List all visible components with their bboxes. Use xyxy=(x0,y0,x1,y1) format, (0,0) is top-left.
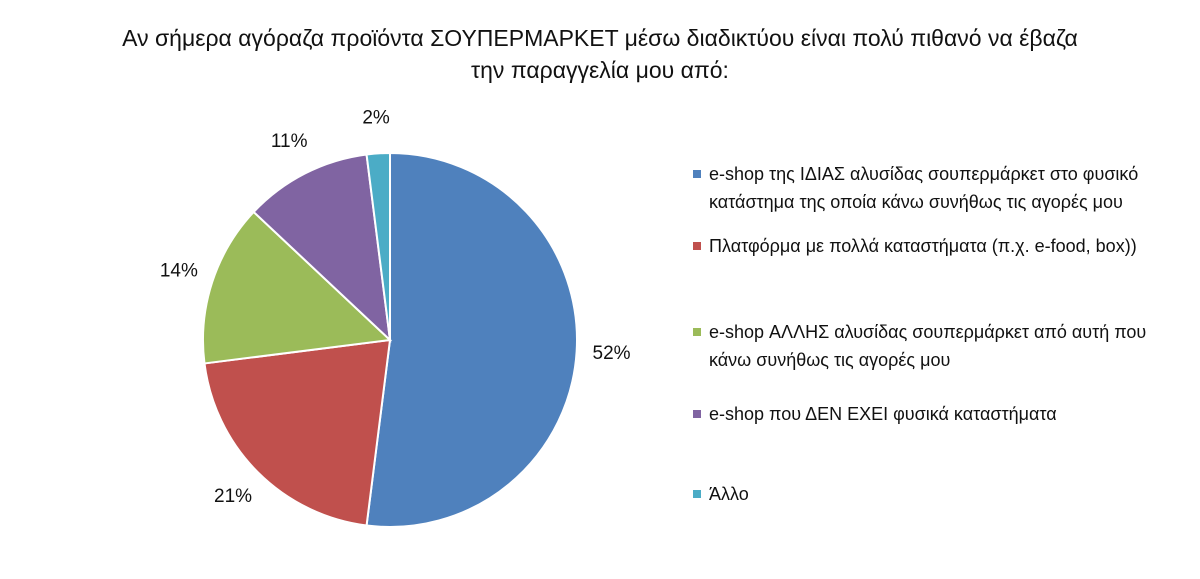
legend-swatch xyxy=(693,170,701,178)
pie-slice xyxy=(202,210,393,365)
pie-slice xyxy=(365,151,579,528)
pie-slice xyxy=(365,151,391,341)
data-label: 2% xyxy=(362,107,390,128)
legend-label: Πλατφόρμα με πολλά καταστήματα (π.χ. e-f… xyxy=(709,236,1137,256)
legend-swatch xyxy=(693,490,701,498)
legend-item: e-shop που ΔΕΝ ΕΧΕΙ φυσικά καταστήματα xyxy=(693,400,1183,428)
pie-slice xyxy=(252,153,392,343)
legend-item: e-shop ΑΛΛΗΣ αλυσίδας σουπερμάρκετ από α… xyxy=(693,318,1183,374)
legend-item: e-shop της ΙΔΙΑΣ αλυσίδας σουπερμάρκετ σ… xyxy=(693,160,1183,216)
legend-label: Άλλο xyxy=(709,484,749,504)
legend-item: Πλατφόρμα με πολλά καταστήματα (π.χ. e-f… xyxy=(693,232,1183,260)
legend-label: e-shop της ΙΔΙΑΣ αλυσίδας σουπερμάρκετ σ… xyxy=(709,164,1139,212)
data-label: 11% xyxy=(271,131,308,152)
legend-swatch xyxy=(693,328,701,336)
legend-label: e-shop που ΔΕΝ ΕΧΕΙ φυσικά καταστήματα xyxy=(709,404,1057,424)
data-label: 52% xyxy=(593,343,631,364)
legend-swatch xyxy=(693,242,701,250)
legend-label: e-shop ΑΛΛΗΣ αλυσίδας σουπερμάρκετ από α… xyxy=(709,322,1147,370)
data-label: 21% xyxy=(214,486,252,507)
legend-item: Άλλο xyxy=(693,480,1183,508)
legend-swatch xyxy=(693,410,701,418)
chart-title: Αν σήμερα αγόραζα προϊόντα ΣΟΥΠΕΡΜΑΡΚΕΤ … xyxy=(122,25,1078,83)
pie-slice xyxy=(203,338,392,527)
data-label: 14% xyxy=(160,260,198,281)
